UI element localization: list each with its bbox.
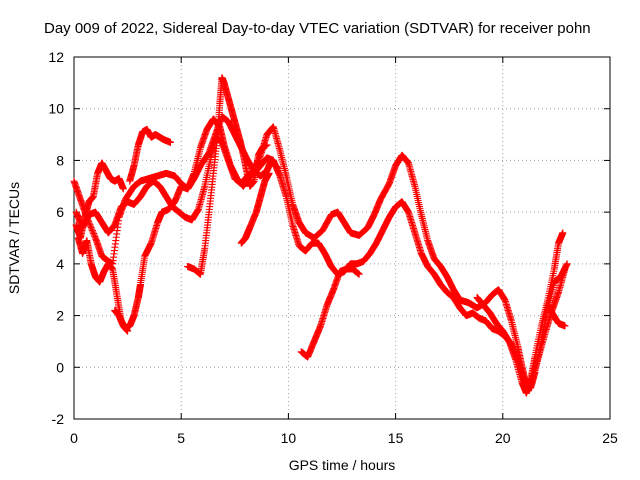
data-point-marker: [88, 227, 96, 235]
x-tick-label: 5: [177, 430, 185, 446]
y-tick-label: 8: [56, 152, 64, 168]
series-track-e: [126, 125, 174, 185]
y-tick-label: 0: [56, 359, 64, 375]
data-point-marker: [561, 265, 569, 273]
data-point-marker: [166, 138, 174, 146]
y-tick-label: 2: [56, 308, 64, 324]
series-track-j: [111, 306, 132, 335]
grid-lines: [74, 57, 610, 419]
y-tick-label: -2: [52, 411, 65, 427]
data-point-marker: [119, 185, 127, 193]
x-tick-label: 20: [495, 430, 511, 446]
x-tick-label: 25: [602, 430, 618, 446]
chart-title: Day 009 of 2022, Sidereal Day-to-day VTE…: [44, 20, 591, 37]
y-tick-label: 6: [56, 204, 64, 220]
data-points: [70, 74, 571, 397]
axis-ticks: [73, 56, 611, 420]
data-point-marker: [265, 169, 273, 177]
series-track-h: [297, 265, 363, 361]
data-point-marker: [355, 270, 363, 278]
x-tick-label: 15: [388, 430, 404, 446]
x-axis-label: GPS time / hours: [289, 457, 396, 473]
x-tick-labels: 0 5 10 15 20 25: [70, 430, 618, 446]
series-track-k: [544, 301, 569, 330]
data-point-marker: [89, 228, 97, 236]
data-point-marker: [90, 230, 98, 238]
data-point-marker: [87, 222, 95, 230]
data-point-marker: [87, 224, 95, 232]
data-point-marker: [124, 327, 132, 335]
y-tick-label: 12: [48, 49, 64, 65]
data-point-marker: [563, 260, 571, 268]
data-point-marker: [561, 322, 569, 330]
y-tick-label: 4: [56, 256, 64, 272]
y-tick-label: 10: [48, 101, 64, 117]
series-track-i: [473, 229, 567, 397]
data-point-marker: [86, 221, 94, 229]
series-track-g: [237, 169, 273, 247]
data-point-marker: [559, 229, 567, 237]
plot-frame: [73, 56, 611, 420]
series-track-d: [72, 159, 127, 242]
y-axis-label: SDTVAR / TECUs: [6, 182, 22, 294]
x-tick-label: 0: [70, 430, 78, 446]
data-point-marker: [274, 164, 282, 172]
data-point-marker: [263, 141, 271, 149]
data-point-marker: [88, 225, 96, 233]
y-tick-labels: -2 0 2 4 6 8 10 12: [48, 49, 64, 427]
data-point-marker: [90, 231, 98, 239]
series-track-f: [184, 74, 271, 278]
x-tick-label: 10: [281, 430, 297, 446]
